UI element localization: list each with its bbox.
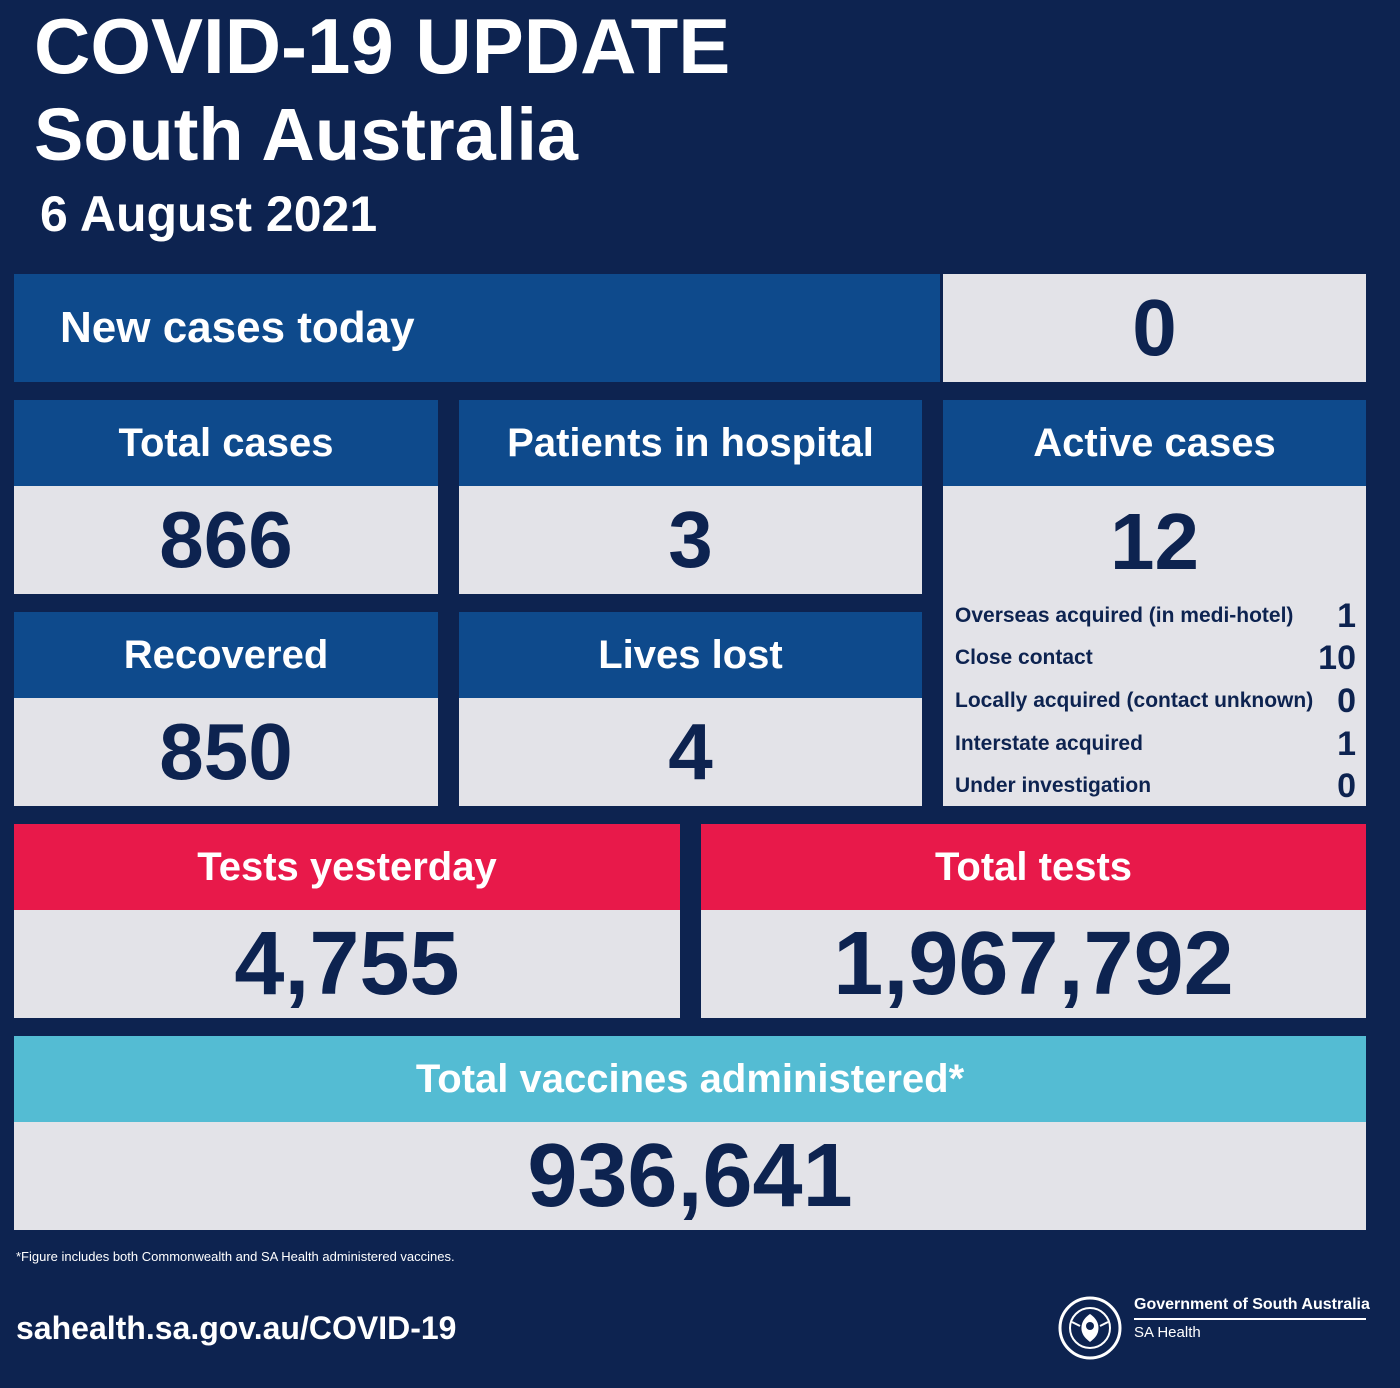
breakdown-value: 0: [1337, 766, 1356, 805]
breakdown-row: Close contact 10: [955, 638, 1356, 678]
vaccines-value: 936,641: [14, 1122, 1366, 1230]
lives-lost-label: Lives lost: [459, 612, 922, 698]
breakdown-label: Locally acquired (contact unknown): [955, 689, 1314, 712]
tests-yesterday-label: Tests yesterday: [14, 824, 680, 910]
government-divider: [1134, 1318, 1366, 1320]
breakdown-row: Overseas acquired (in medi-hotel) 1: [955, 596, 1356, 636]
page-subtitle: South Australia: [34, 93, 579, 176]
lives-lost-value: 4: [459, 698, 922, 806]
active-cases-label: Active cases: [943, 400, 1366, 486]
update-date: 6 August 2021: [40, 186, 378, 242]
breakdown-value: 1: [1337, 596, 1356, 635]
website-link[interactable]: sahealth.sa.gov.au/COVID-19: [16, 1310, 457, 1346]
department-name: SA Health: [1134, 1324, 1201, 1341]
total-cases-value: 866: [14, 486, 438, 594]
page-title: COVID-19 UPDATE: [34, 2, 731, 90]
vaccines-label: Total vaccines administered*: [14, 1036, 1366, 1122]
new-cases-label: New cases today: [14, 274, 940, 382]
recovered-value: 850: [14, 698, 438, 806]
breakdown-value: 1: [1337, 724, 1356, 763]
hospital-value: 3: [459, 486, 922, 594]
government-name: Government of South Australia: [1134, 1296, 1370, 1313]
total-cases-label: Total cases: [14, 400, 438, 486]
breakdown-value: 10: [1318, 638, 1356, 677]
breakdown-label: Under investigation: [955, 774, 1152, 797]
total-tests-label: Total tests: [701, 824, 1366, 910]
breakdown-label: Overseas acquired (in medi-hotel): [955, 604, 1294, 627]
breakdown-label: Interstate acquired: [955, 732, 1143, 755]
active-cases-panel: 12 Overseas acquired (in medi-hotel) 1 C…: [943, 486, 1366, 806]
breakdown-label: Close contact: [955, 646, 1093, 669]
new-cases-value: 0: [943, 274, 1366, 382]
breakdown-row: Interstate acquired 1: [955, 724, 1356, 764]
breakdown-row: Locally acquired (contact unknown) 0: [955, 681, 1356, 721]
tests-yesterday-value: 4,755: [14, 910, 680, 1018]
sa-government-seal-icon: [1058, 1296, 1122, 1360]
active-cases-value: 12: [1110, 497, 1199, 586]
total-tests-value: 1,967,792: [701, 910, 1366, 1018]
vaccine-footnote: *Figure includes both Commonwealth and S…: [16, 1249, 455, 1264]
breakdown-row: Under investigation 0: [955, 766, 1356, 806]
breakdown-value: 0: [1337, 681, 1356, 720]
hospital-label: Patients in hospital: [459, 400, 922, 486]
recovered-label: Recovered: [14, 612, 438, 698]
